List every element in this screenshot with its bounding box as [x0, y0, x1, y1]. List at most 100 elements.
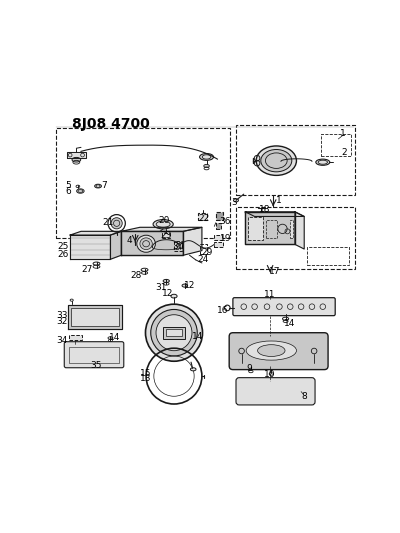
Text: 10: 10 [264, 370, 275, 379]
Text: 9: 9 [246, 365, 252, 374]
Bar [71, 308, 119, 326]
Text: 21: 21 [102, 218, 114, 227]
Circle shape [151, 310, 197, 356]
Bar [216, 223, 222, 230]
Bar [307, 247, 349, 264]
Text: 1: 1 [276, 196, 281, 205]
Ellipse shape [234, 199, 238, 202]
Polygon shape [245, 212, 295, 244]
Ellipse shape [190, 368, 196, 371]
Polygon shape [67, 152, 86, 158]
Bar [69, 335, 82, 341]
FancyBboxPatch shape [229, 333, 328, 369]
FancyBboxPatch shape [233, 298, 335, 316]
Text: 7: 7 [102, 181, 108, 190]
Bar [56, 128, 230, 238]
Text: 34: 34 [57, 336, 68, 345]
Polygon shape [121, 231, 183, 255]
Bar [236, 207, 355, 269]
Ellipse shape [72, 157, 81, 162]
Polygon shape [245, 212, 304, 216]
Text: 27: 27 [82, 265, 93, 274]
Text: 2: 2 [341, 148, 347, 157]
Bar [248, 217, 263, 240]
Polygon shape [295, 212, 304, 249]
Polygon shape [70, 231, 121, 235]
Text: 5: 5 [66, 181, 72, 190]
Text: 6: 6 [66, 187, 72, 196]
Bar [290, 220, 293, 238]
Text: 13: 13 [140, 374, 152, 383]
Text: 12: 12 [162, 289, 173, 298]
Text: 33: 33 [57, 311, 68, 320]
Bar [162, 232, 170, 238]
Text: 26: 26 [57, 250, 69, 259]
Text: 31: 31 [155, 283, 167, 292]
Text: 36: 36 [219, 216, 231, 225]
Ellipse shape [246, 341, 296, 360]
Text: 25: 25 [57, 243, 69, 252]
Bar [321, 134, 351, 156]
Text: 23: 23 [160, 231, 172, 239]
Text: 12: 12 [184, 281, 195, 290]
Text: 14: 14 [284, 319, 295, 328]
Ellipse shape [153, 220, 173, 229]
FancyBboxPatch shape [236, 378, 315, 405]
Text: 35: 35 [90, 361, 102, 370]
Bar [69, 346, 119, 363]
Polygon shape [183, 227, 202, 255]
Bar [174, 241, 182, 251]
Ellipse shape [171, 294, 177, 298]
Ellipse shape [140, 238, 152, 249]
Text: 30: 30 [172, 242, 184, 251]
Ellipse shape [78, 190, 83, 192]
Ellipse shape [204, 164, 209, 167]
Polygon shape [68, 304, 122, 329]
Ellipse shape [258, 345, 285, 357]
Text: 3: 3 [231, 198, 237, 207]
Circle shape [111, 217, 122, 229]
Bar [163, 327, 185, 339]
Text: 11: 11 [264, 290, 276, 299]
Bar [216, 212, 223, 220]
Text: 29: 29 [202, 248, 213, 257]
Bar [236, 125, 355, 195]
Text: 28: 28 [130, 271, 142, 280]
Polygon shape [70, 235, 110, 259]
Circle shape [146, 304, 202, 361]
Polygon shape [121, 227, 202, 231]
Text: 4: 4 [126, 236, 132, 245]
Text: 19: 19 [220, 235, 232, 243]
Text: 22: 22 [199, 214, 210, 223]
Text: 20: 20 [158, 216, 170, 225]
Text: 16: 16 [217, 306, 228, 315]
Ellipse shape [137, 235, 155, 252]
Text: 17: 17 [269, 266, 280, 276]
Bar [214, 242, 223, 247]
Text: 15: 15 [140, 369, 152, 378]
Ellipse shape [200, 154, 214, 160]
Bar [214, 236, 222, 240]
Text: 8J08 4700: 8J08 4700 [72, 117, 150, 131]
FancyBboxPatch shape [64, 342, 124, 368]
Ellipse shape [95, 184, 102, 188]
Ellipse shape [316, 159, 330, 165]
Bar [176, 243, 180, 249]
Text: 32: 32 [57, 317, 68, 326]
Ellipse shape [261, 149, 292, 172]
Polygon shape [110, 231, 121, 259]
Text: 18: 18 [259, 205, 270, 214]
Text: 14: 14 [109, 334, 120, 343]
Ellipse shape [182, 284, 188, 287]
Bar [200, 244, 206, 254]
Circle shape [156, 314, 192, 351]
Text: 14: 14 [192, 332, 203, 341]
Ellipse shape [163, 279, 169, 282]
Text: 1: 1 [340, 129, 346, 138]
Bar [266, 220, 277, 238]
Text: 24: 24 [198, 255, 209, 264]
Bar [166, 329, 182, 336]
Ellipse shape [256, 146, 296, 175]
Bar [198, 213, 208, 220]
Text: 8: 8 [301, 392, 307, 401]
